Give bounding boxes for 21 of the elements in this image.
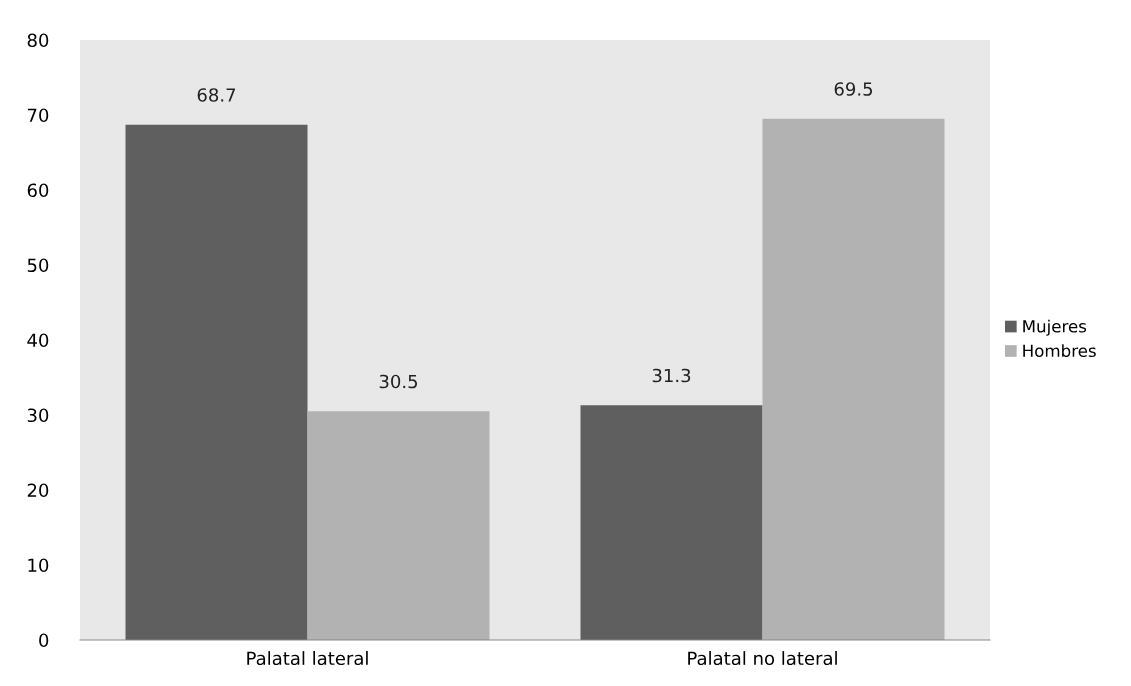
bar xyxy=(762,118,945,640)
data-label: 68.7 xyxy=(197,88,236,102)
y-tick-label: 20 xyxy=(27,483,49,498)
y-tick-label: 0 xyxy=(39,633,49,648)
y-tick-label: 70 xyxy=(27,108,49,123)
x-tick-label: Palatal lateral xyxy=(247,651,368,666)
y-tick-label: 30 xyxy=(27,408,49,423)
y-tick-label: 80 xyxy=(27,33,49,48)
bar xyxy=(307,411,490,640)
data-label: 30.5 xyxy=(379,374,418,389)
legend-label: Hombres xyxy=(1023,344,1096,358)
y-tick-label: 50 xyxy=(27,258,49,273)
y-tick-label: 40 xyxy=(27,333,49,348)
bar xyxy=(125,124,308,640)
y-tick-label: 10 xyxy=(28,558,49,573)
legend-label: Mujeres xyxy=(1023,319,1087,336)
data-label: 31.3 xyxy=(652,368,691,383)
data-label: 69.5 xyxy=(834,82,873,96)
bar xyxy=(580,405,763,640)
x-tick-label: Palatal no lateral xyxy=(688,651,837,666)
y-tick-label: 60 xyxy=(27,183,49,198)
